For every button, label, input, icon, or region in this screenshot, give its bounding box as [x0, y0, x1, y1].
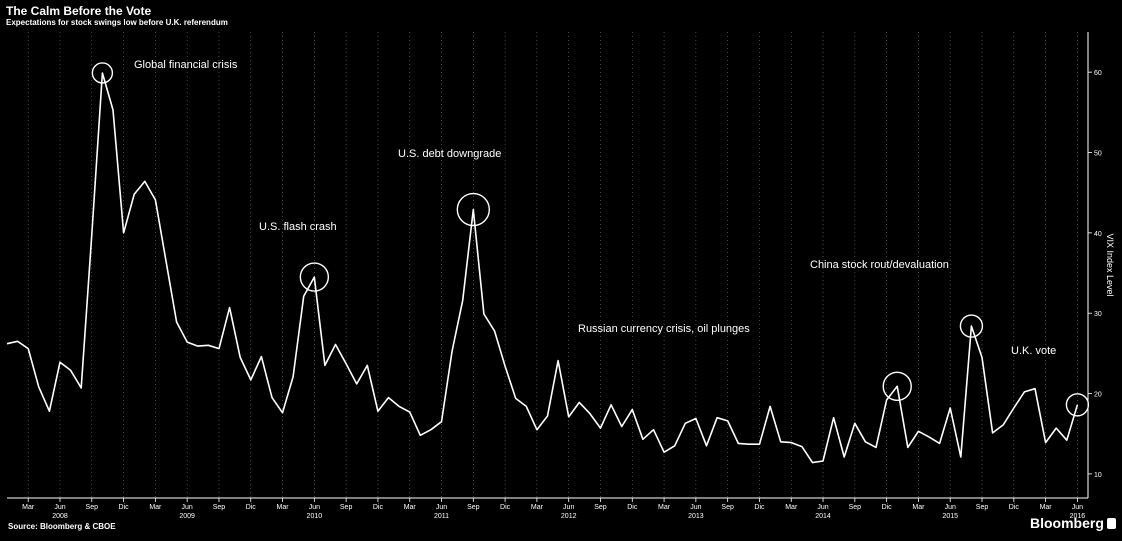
brand-name: Bloomberg [1030, 515, 1104, 531]
x-tick-label: Mar [149, 504, 162, 511]
x-tick-label: Mar [277, 504, 290, 511]
bloomberg-icon [1106, 518, 1116, 529]
x-tick-label: Sep [976, 504, 989, 511]
year-label: 2011 [434, 513, 449, 520]
x-tick-label: Sep [86, 504, 99, 511]
annotation-circle [299, 262, 330, 292]
annotation-circle [456, 192, 491, 227]
year-label: 2008 [52, 513, 68, 520]
year-label: 2012 [561, 513, 577, 520]
x-tick-label: Dic [373, 504, 384, 511]
x-tick-label: Sep [594, 504, 607, 511]
annotation-circle [882, 371, 912, 402]
x-tick-label: Mar [22, 504, 35, 511]
x-tick-label: Dic [246, 504, 257, 511]
x-tick-label: Jun [563, 504, 574, 511]
annotation-circle [91, 62, 114, 84]
x-tick-label: Mar [912, 504, 925, 511]
x-tick-label: Dic [1009, 504, 1020, 511]
x-tick-label: Jun [182, 504, 193, 511]
x-tick-label: Dic [119, 504, 130, 511]
x-tick-label: Sep [213, 504, 226, 511]
x-tick-label: Dic [500, 504, 511, 511]
annotation-circle [959, 314, 984, 338]
x-tick-label: Jun [436, 504, 447, 511]
x-tick-label: Jun [309, 504, 320, 511]
x-tick-label: Jun [1072, 504, 1083, 511]
x-tick-label: Sep [849, 504, 862, 511]
year-label: 2010 [307, 513, 323, 520]
y-tick-label: 40 [1094, 231, 1102, 238]
y-tick-label: 60 [1094, 70, 1102, 77]
chart-subtitle: Expectations for stock swings low before… [6, 18, 228, 27]
year-label: 2016 [1070, 513, 1086, 520]
series [6, 72, 1079, 464]
x-tick-label: Sep [340, 504, 353, 511]
chart-title: The Calm Before the Vote [6, 4, 152, 18]
x-tick-label: Mar [785, 504, 798, 511]
x-tick-label: Mar [658, 504, 671, 511]
year-label: 2009 [179, 513, 195, 520]
brand-logo: Bloomberg [1030, 515, 1116, 531]
x-tick-label: Mar [531, 504, 544, 511]
y-tick-label: 30 [1094, 311, 1102, 318]
year-label: 2015 [942, 513, 958, 520]
x-tick-label: Jun [54, 504, 65, 511]
x-tick-label: Dic [754, 504, 765, 511]
annotation-label: Global financial crisis [134, 59, 238, 71]
x-tick-label: Jun [945, 504, 956, 511]
source-note: Source: Bloomberg & CBOE [8, 522, 116, 531]
x-tick-label: Jun [690, 504, 701, 511]
annotation-label: U.K. vote [1011, 345, 1056, 357]
x-tick-label: Dic [627, 504, 638, 511]
y-tick-label: 10 [1094, 472, 1102, 479]
axes: Mar Jun Sep Dic Mar Jun Sep Dic Mar Jun Sep Dic Mar J… [7, 32, 1115, 520]
x-tick-label: Jun [817, 504, 828, 511]
annotation-label: China stock rout/devaluation [810, 259, 949, 271]
x-tick-label: Dic [882, 504, 893, 511]
x-tick-label: Mar [404, 504, 417, 511]
y-tick-label: 50 [1094, 151, 1102, 158]
annotation-label: U.S. flash crash [259, 221, 337, 233]
x-tick-label: Mar [1040, 504, 1053, 511]
x-tick-label: Sep [467, 504, 480, 511]
annotations: Global financial crisis U.S. flash crash U… [91, 59, 1090, 417]
annotation-label: Russian currency crisis, oil plunges [578, 323, 750, 335]
annotation-circle [1065, 393, 1090, 417]
y-axis-label: VIX Index Level [1105, 233, 1115, 296]
x-tick-label: Sep [721, 504, 734, 511]
year-label: 2013 [688, 513, 704, 520]
vix-series-line [6, 72, 1079, 464]
annotation-label: U.S. debt downgrade [398, 148, 501, 160]
year-label: 2014 [815, 513, 831, 520]
y-tick-label: 20 [1094, 392, 1102, 399]
